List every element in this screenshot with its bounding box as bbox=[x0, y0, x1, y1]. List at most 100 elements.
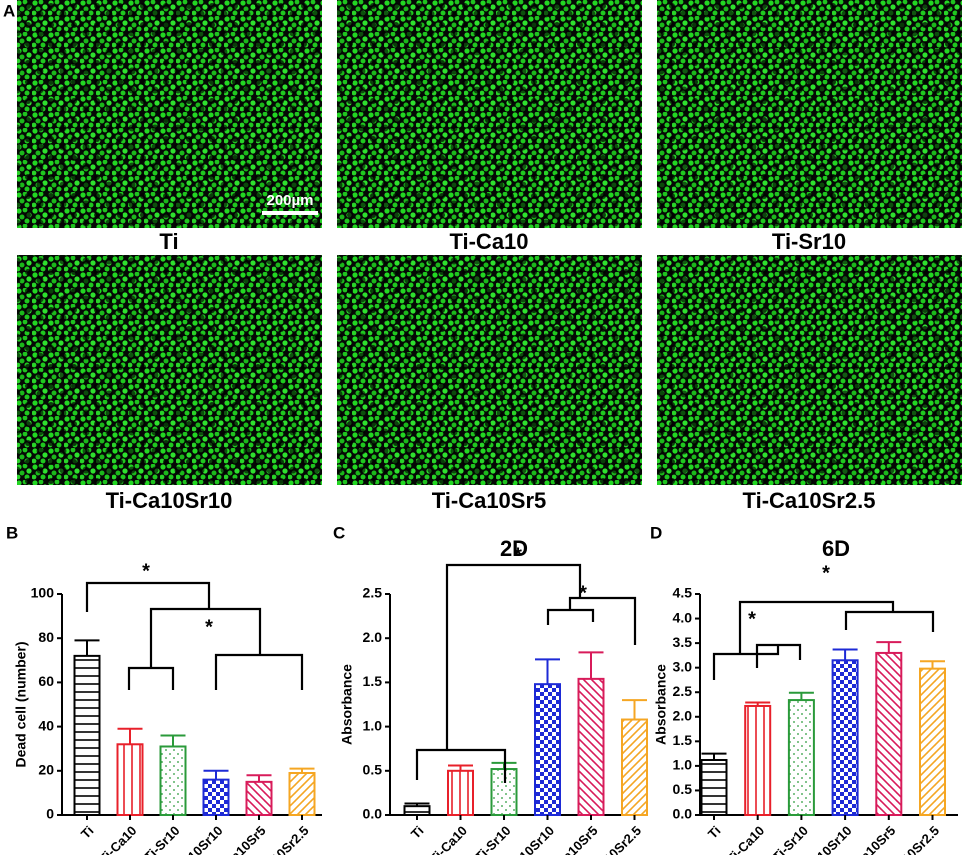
image-label: Ti bbox=[159, 229, 178, 254]
bar bbox=[700, 758, 728, 816]
bar bbox=[577, 677, 605, 817]
x-tick-label: Ti-Sr10 bbox=[472, 823, 514, 855]
chart-title: 2D bbox=[500, 536, 528, 561]
image-label: Ti-Ca10 bbox=[449, 229, 528, 254]
significance-star: * bbox=[579, 582, 587, 604]
significance-bracket bbox=[445, 563, 582, 750]
scale-bar-label: 200µm bbox=[266, 192, 313, 209]
micrograph-shade bbox=[17, 255, 322, 485]
panel-label: A bbox=[3, 1, 15, 20]
error-bar bbox=[74, 639, 100, 656]
bar bbox=[831, 659, 859, 816]
error-bar bbox=[535, 658, 560, 685]
bar bbox=[744, 704, 772, 816]
y-axis-label: Absorbance bbox=[653, 664, 669, 745]
micrograph-shade bbox=[657, 0, 962, 228]
bar bbox=[73, 654, 101, 816]
y-tick-label: 2.5 bbox=[673, 683, 693, 699]
bar-chart: B Dead cell (number) 0 20 40 60 80 100 Ti Ti-Ca10… bbox=[6, 523, 322, 855]
y-tick-label: 3.5 bbox=[673, 634, 693, 650]
y-tick-label: 1.0 bbox=[673, 757, 693, 773]
y-tick-label: 0.0 bbox=[673, 806, 693, 822]
error-bar bbox=[788, 691, 814, 701]
significance-bracket bbox=[738, 600, 895, 654]
y-tick-label: 60 bbox=[38, 673, 54, 689]
micrograph-shade bbox=[337, 255, 642, 485]
y-tick-label: 1.5 bbox=[673, 732, 693, 748]
significance-bracket bbox=[712, 645, 780, 680]
significance-bracket bbox=[149, 607, 262, 668]
error-bar bbox=[876, 641, 902, 653]
chart-title: 6D bbox=[822, 536, 850, 561]
bar bbox=[116, 743, 144, 817]
y-tick-label: 1.5 bbox=[363, 673, 383, 689]
y-tick-label: 80 bbox=[38, 629, 54, 645]
error-bar bbox=[920, 660, 945, 669]
y-tick-label: 100 bbox=[31, 585, 55, 601]
y-tick-label: 4.5 bbox=[673, 585, 693, 601]
significance-bracket bbox=[546, 608, 595, 625]
x-tick-label: Ti bbox=[705, 823, 724, 842]
panel-label: C bbox=[333, 523, 345, 542]
x-tick-label: Ti-Ca10 bbox=[724, 823, 768, 855]
bar bbox=[202, 778, 230, 817]
bar bbox=[403, 805, 431, 816]
image-label: Ti-Sr10 bbox=[772, 229, 846, 254]
significance-bracket bbox=[568, 596, 637, 645]
significance-bracket bbox=[755, 643, 802, 668]
y-tick-label: 0.5 bbox=[363, 762, 383, 778]
significance-star: * bbox=[142, 560, 150, 582]
micrograph-shade bbox=[657, 255, 962, 485]
x-tick-label: Ti bbox=[78, 823, 97, 842]
significance-star: * bbox=[205, 616, 213, 638]
panel-label: B bbox=[6, 523, 18, 542]
x-tick-label: Ti-Sr10 bbox=[141, 823, 183, 855]
significance-star: * bbox=[514, 544, 522, 566]
micrograph-shade bbox=[17, 0, 322, 228]
micrograph-shade bbox=[337, 0, 642, 228]
y-tick-label: 2.0 bbox=[673, 707, 693, 723]
panel-label: D bbox=[650, 523, 662, 542]
y-tick-label: 40 bbox=[38, 717, 54, 733]
significance-bracket bbox=[85, 581, 211, 612]
bar-chart: D 6D Absorbance 0.0 0.5 1.0 1.5 2.0 2.5 3.0 3.5 4.0… bbox=[650, 523, 958, 855]
bar bbox=[621, 718, 648, 817]
bar bbox=[288, 772, 316, 817]
bar-chart: C 2D Absorbance 0.0 0.5 1.0 1.5 2.0 2.5 Ti Ti-Ca10… bbox=[333, 523, 648, 855]
significance-bracket bbox=[127, 666, 175, 690]
y-tick-label: 0.5 bbox=[673, 781, 693, 797]
bar bbox=[159, 745, 187, 816]
x-tick-label: Ti-Sr10 bbox=[769, 823, 811, 855]
bar bbox=[534, 683, 561, 817]
y-axis-label: Absorbance bbox=[339, 664, 355, 745]
significance-bracket bbox=[415, 748, 507, 783]
axes bbox=[61, 594, 322, 816]
y-tick-label: 2.5 bbox=[363, 585, 383, 601]
y-axis-label: Dead cell (number) bbox=[13, 641, 29, 767]
bar bbox=[787, 699, 815, 817]
error-bar bbox=[246, 774, 272, 782]
y-tick-label: 0 bbox=[46, 806, 54, 822]
y-tick-label: 4.0 bbox=[673, 609, 693, 625]
bar bbox=[875, 651, 903, 817]
error-bar bbox=[622, 699, 647, 720]
error-bar bbox=[832, 648, 858, 661]
x-tick-label: Ti-Ca10 bbox=[96, 823, 140, 855]
x-tick-label: Ti-Ca10 bbox=[426, 823, 470, 855]
y-tick-label: 1.0 bbox=[363, 717, 383, 733]
y-tick-label: 20 bbox=[38, 762, 54, 778]
y-tick-label: 2.0 bbox=[363, 629, 383, 645]
bar bbox=[245, 780, 273, 816]
image-label: Ti-Ca10Sr2.5 bbox=[743, 488, 876, 513]
micrographs: A Ti Ti-Ca10 Ti-Sr10 Ti-Ca10Sr10 Ti-Ca10Sr5 Ti… bbox=[3, 0, 962, 513]
error-bar bbox=[701, 752, 727, 760]
error-bar bbox=[160, 734, 186, 747]
image-label: Ti-Ca10Sr10 bbox=[106, 488, 233, 513]
bar bbox=[919, 667, 946, 816]
image-label: Ti-Ca10Sr5 bbox=[432, 488, 547, 513]
error-bar bbox=[203, 769, 229, 780]
error-bar bbox=[578, 651, 604, 679]
error-bar bbox=[117, 727, 143, 745]
significance-star: * bbox=[822, 562, 830, 584]
